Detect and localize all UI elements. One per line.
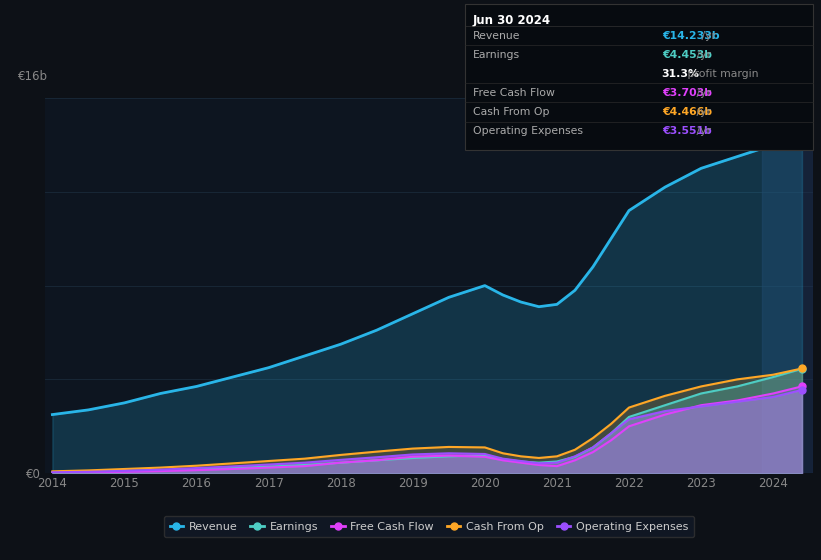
Text: /yr: /yr — [693, 107, 711, 117]
Bar — [763, 98, 813, 473]
Text: €4.453b: €4.453b — [662, 50, 712, 60]
Text: €3.551b: €3.551b — [662, 126, 712, 136]
Text: profit margin: profit margin — [684, 69, 759, 79]
Text: 31.3%: 31.3% — [662, 69, 699, 79]
Text: Free Cash Flow: Free Cash Flow — [473, 88, 555, 98]
Text: Cash From Op: Cash From Op — [473, 107, 549, 117]
Text: /yr: /yr — [693, 126, 711, 136]
Text: Jun 30 2024: Jun 30 2024 — [473, 14, 551, 27]
Text: Earnings: Earnings — [473, 50, 520, 60]
Text: Operating Expenses: Operating Expenses — [473, 126, 583, 136]
Text: €14.233b: €14.233b — [662, 31, 719, 41]
Legend: Revenue, Earnings, Free Cash Flow, Cash From Op, Operating Expenses: Revenue, Earnings, Free Cash Flow, Cash … — [164, 516, 694, 537]
Text: /yr: /yr — [693, 50, 711, 60]
Text: €16b: €16b — [18, 70, 48, 83]
Text: €3.703b: €3.703b — [662, 88, 712, 98]
Text: /yr: /yr — [698, 31, 716, 41]
Text: €4.466b: €4.466b — [662, 107, 712, 117]
Text: /yr: /yr — [693, 88, 711, 98]
Text: Revenue: Revenue — [473, 31, 521, 41]
